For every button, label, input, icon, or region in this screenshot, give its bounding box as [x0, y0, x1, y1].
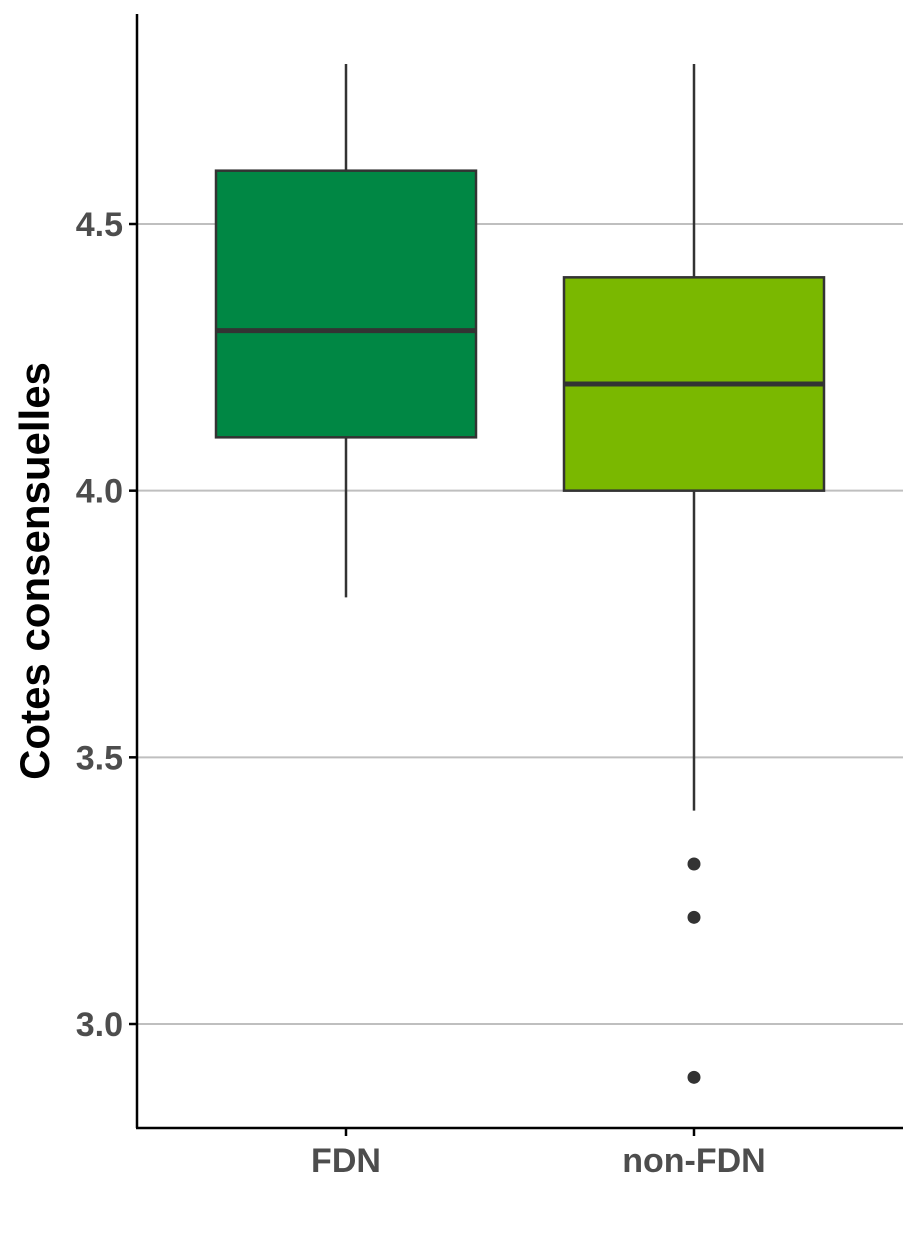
y-tick-label: 3.5 — [76, 739, 123, 777]
box-fdn — [214, 64, 478, 598]
boxes — [214, 64, 826, 1084]
y-tick-label: 4.0 — [76, 473, 123, 511]
iqr-box — [214, 169, 478, 439]
axes — [135, 14, 903, 1130]
x-tick-label: non-FDN — [622, 1142, 766, 1180]
outlier-point — [687, 910, 701, 924]
outlier-point — [687, 857, 701, 871]
box-non-fdn — [562, 64, 826, 1084]
outlier-point — [687, 1070, 701, 1084]
tick-labels: 3.0 3.5 4.0 4.5 FDN non-FDN — [76, 206, 766, 1180]
y-tick-label: 4.5 — [76, 206, 123, 244]
y-tick-label: 3.0 — [76, 1006, 123, 1044]
y-axis-title: Cotes consensuelles — [11, 362, 58, 780]
x-tick-label: FDN — [311, 1142, 381, 1180]
